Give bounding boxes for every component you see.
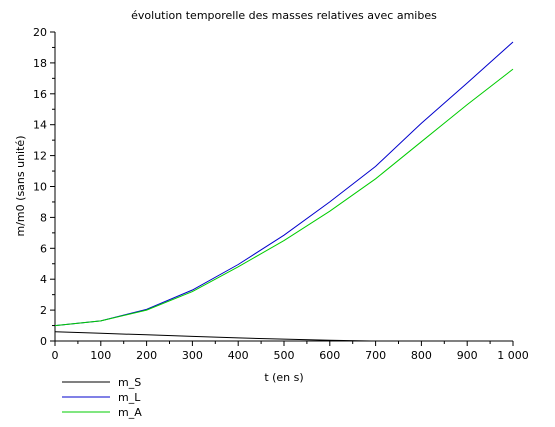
y-axis-label: m/m0 (sans unité) <box>14 136 27 237</box>
y-tick-label: 6 <box>40 242 47 255</box>
series-line-m-s <box>54 331 372 342</box>
x-tick-label: 400 <box>228 349 249 362</box>
x-tick-label: 700 <box>365 349 386 362</box>
chart-title: évolution temporelle des masses relative… <box>131 9 437 22</box>
x-tick-label: 800 <box>411 349 432 362</box>
x-tick-label: 500 <box>274 349 295 362</box>
y-tick-label: 12 <box>33 150 47 163</box>
x-tick-label: 100 <box>90 349 111 362</box>
legend-label: m_L <box>118 391 141 404</box>
axes: 0 100 200 300 400 500 600 700 800 900 1 000 0 2 4 6 8 10… <box>33 26 529 362</box>
y-tick-label: 14 <box>33 119 47 132</box>
x-tick-label: 300 <box>182 349 203 362</box>
x-axis-label: t (en s) <box>264 371 303 384</box>
x-tick-label: 200 <box>136 349 157 362</box>
series-lines <box>54 41 514 342</box>
y-tick-label: 2 <box>40 304 47 317</box>
y-tick-label: 16 <box>33 88 47 101</box>
legend: m_S m_L m_A <box>62 376 142 419</box>
x-tick-label: 600 <box>319 349 340 362</box>
series-line-m-a <box>54 68 514 327</box>
x-tick-label: 0 <box>52 349 59 362</box>
y-tick-label: 4 <box>40 273 47 286</box>
y-tick-label: 20 <box>33 26 47 39</box>
y-tick-label: 8 <box>40 211 47 224</box>
y-tick-label: 10 <box>33 181 47 194</box>
y-tick-label: 0 <box>40 335 47 348</box>
y-tick-label: 18 <box>33 57 47 70</box>
x-tick-label: 900 <box>457 349 478 362</box>
legend-label: m_S <box>118 376 141 389</box>
x-tick-label: 1 000 <box>497 349 529 362</box>
legend-label: m_A <box>118 406 142 419</box>
series-line-m-l <box>54 41 514 327</box>
